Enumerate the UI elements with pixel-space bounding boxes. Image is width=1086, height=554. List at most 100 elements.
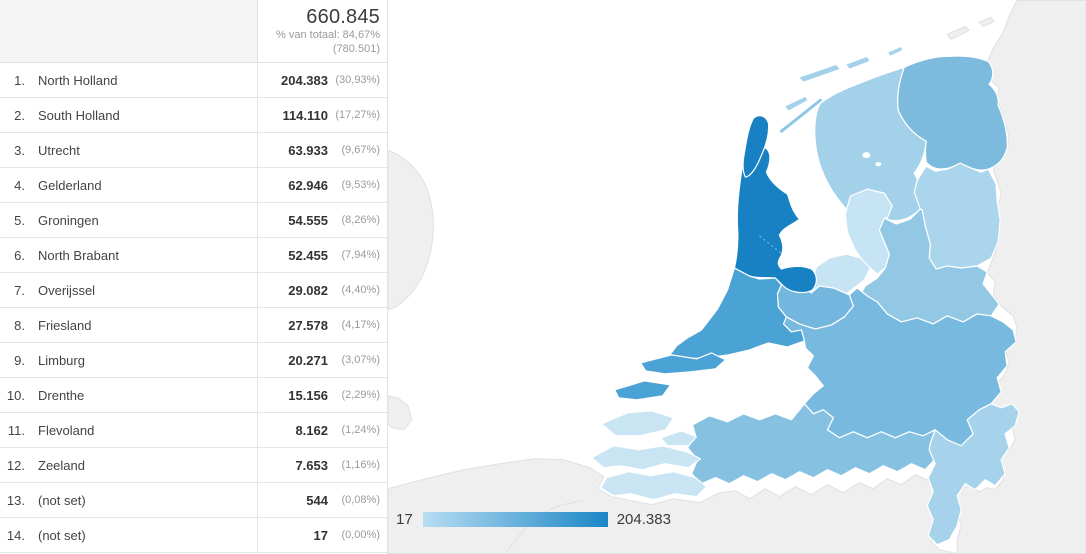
region-name-cell: 4. Gelderland	[0, 168, 258, 202]
sessions-value: 54.555	[288, 212, 328, 228]
legend-max-value: 204.383	[616, 511, 671, 528]
sessions-value: 15.156	[288, 387, 328, 403]
region-groningen[interactable]	[897, 55, 1008, 171]
table-rows: 1. North Holland 204.383 (30,93%) 2. South Ho…	[0, 63, 387, 554]
region-limburg[interactable]	[926, 403, 1020, 546]
table-row[interactable]: 10. Drenthe 15.156 (2,29%)	[0, 378, 387, 413]
sessions-percent: (17,27%)	[335, 109, 380, 121]
region-friesland-ameland[interactable]	[844, 55, 871, 70]
row-rank: 14.	[6, 527, 25, 543]
table-row[interactable]: 8. Friesland 27.578 (4,17%)	[0, 308, 387, 343]
region-name-cell: 8. Friesland	[0, 308, 258, 342]
afsluitdijk-dike	[779, 98, 822, 133]
region-name: (not set)	[38, 492, 86, 508]
sessions-percent: (9,53%)	[341, 179, 380, 191]
landmass-england-south	[388, 395, 413, 431]
metric-grand-total: (780.501)	[332, 42, 380, 55]
german-wadden-island	[978, 16, 995, 27]
row-rank: 10.	[6, 387, 25, 403]
sessions-percent: (0,00%)	[341, 529, 380, 541]
table-row[interactable]: 12. Zeeland 7.653 (1,16%)	[0, 448, 387, 483]
metric-total: 660.845	[306, 6, 380, 28]
region-friesland-terschelling[interactable]	[797, 63, 841, 83]
table-row[interactable]: 11. Flevoland 8.162 (1,24%)	[0, 413, 387, 448]
sessions-cell: 62.946 (9,53%)	[258, 168, 387, 202]
region-name: Zeeland	[38, 457, 85, 473]
table-row[interactable]: 2. South Holland 114.110 (17,27%)	[0, 98, 387, 133]
sessions-value: 114.110	[282, 107, 328, 123]
region-name: Groningen	[38, 212, 99, 228]
row-rank: 5.	[14, 212, 25, 228]
region-name-cell: 12. Zeeland	[0, 448, 258, 482]
region-zeeland-beveland[interactable]	[591, 445, 702, 471]
sessions-cell: 114.110 (17,27%)	[258, 98, 387, 132]
region-name-cell: 14. (not set)	[0, 518, 258, 552]
region-name-cell: 6. North Brabant	[0, 238, 258, 272]
sessions-value: 204.383	[281, 72, 328, 88]
sessions-cell: 7.653 (1,16%)	[258, 448, 387, 482]
sessions-cell: 17 (0,00%)	[258, 518, 387, 552]
region-name: Friesland	[38, 317, 92, 333]
regions-table: 660.845 % van totaal: 84,67% (780.501) 1…	[0, 0, 388, 554]
region-name-cell: 1. North Holland	[0, 63, 258, 97]
region-zeeland-schouwen[interactable]	[601, 410, 675, 437]
sessions-cell: 8.162 (1,24%)	[258, 413, 387, 447]
legend-gradient-bar	[422, 512, 608, 527]
table-row[interactable]: 4. Gelderland 62.946 (9,53%)	[0, 168, 387, 203]
sessions-percent: (1,24%)	[341, 424, 380, 436]
sessions-cell: 20.271 (3,07%)	[258, 343, 387, 377]
region-zeeland-tholen[interactable]	[660, 430, 698, 447]
row-rank: 2.	[14, 107, 25, 123]
sessions-percent: (4,40%)	[341, 284, 380, 296]
sessions-cell: 63.933 (9,67%)	[258, 133, 387, 167]
sessions-percent: (2,29%)	[341, 389, 380, 401]
region-friesland-schiermonnikoog[interactable]	[886, 45, 904, 57]
sessions-value: 20.271	[288, 352, 328, 368]
sessions-cell: 52.455 (7,94%)	[258, 238, 387, 272]
region-north-holland-texel[interactable]	[742, 115, 770, 178]
table-row[interactable]: 9. Limburg 20.271 (3,07%)	[0, 343, 387, 378]
region-south-holland-voorne[interactable]	[640, 352, 727, 375]
region-north-brabant[interactable]	[686, 403, 937, 485]
region-name-cell: 11. Flevoland	[0, 413, 258, 447]
sessions-value: 29.082	[288, 282, 328, 298]
row-rank: 6.	[14, 247, 25, 263]
region-name-cell: 3. Utrecht	[0, 133, 258, 167]
sessions-cell: 204.383 (30,93%)	[258, 63, 387, 97]
row-rank: 4.	[14, 177, 25, 193]
sessions-percent: (30,93%)	[335, 74, 380, 86]
table-row[interactable]: 7. Overijssel 29.082 (4,40%)	[0, 273, 387, 308]
region-north-holland[interactable]	[733, 144, 817, 294]
region-flevoland-noordoostpolder[interactable]	[844, 188, 893, 275]
region-friesland-vlieland[interactable]	[783, 95, 809, 112]
row-rank: 13.	[6, 492, 25, 508]
region-name: North Holland	[38, 72, 118, 88]
row-rank: 11.	[7, 422, 25, 438]
landmass-england-north	[388, 149, 434, 311]
sessions-percent: (7,94%)	[341, 249, 380, 261]
frisian-lake	[875, 162, 882, 167]
sessions-cell: 27.578 (4,17%)	[258, 308, 387, 342]
sessions-percent: (1,16%)	[341, 459, 380, 471]
table-row[interactable]: 6. North Brabant 52.455 (7,94%)	[0, 238, 387, 273]
table-row[interactable]: 5. Groningen 54.555 (8,26%)	[0, 203, 387, 238]
sessions-value: 27.578	[288, 317, 328, 333]
region-name-cell: 13. (not set)	[0, 483, 258, 517]
metric-summary: 660.845 % van totaal: 84,67% (780.501)	[258, 0, 387, 62]
sessions-percent: (0,08%)	[341, 494, 380, 506]
region-name-cell: 9. Limburg	[0, 343, 258, 377]
region-name: North Brabant	[38, 247, 119, 263]
row-rank: 3.	[14, 142, 25, 158]
sessions-value: 8.162	[295, 422, 328, 438]
region-name: Drenthe	[38, 387, 85, 403]
region-zeeuws-vlaanderen[interactable]	[600, 471, 708, 501]
sessions-percent: (8,26%)	[341, 214, 380, 226]
table-row[interactable]: 14. (not set) 17 (0,00%)	[0, 518, 387, 553]
row-rank: 8.	[14, 317, 25, 333]
row-rank: 9.	[14, 352, 25, 368]
table-row[interactable]: 1. North Holland 204.383 (30,93%)	[0, 63, 387, 98]
region-south-holland-goeree[interactable]	[614, 380, 672, 401]
table-row[interactable]: 13. (not set) 544 (0,08%)	[0, 483, 387, 518]
table-row[interactable]: 3. Utrecht 63.933 (9,67%)	[0, 133, 387, 168]
